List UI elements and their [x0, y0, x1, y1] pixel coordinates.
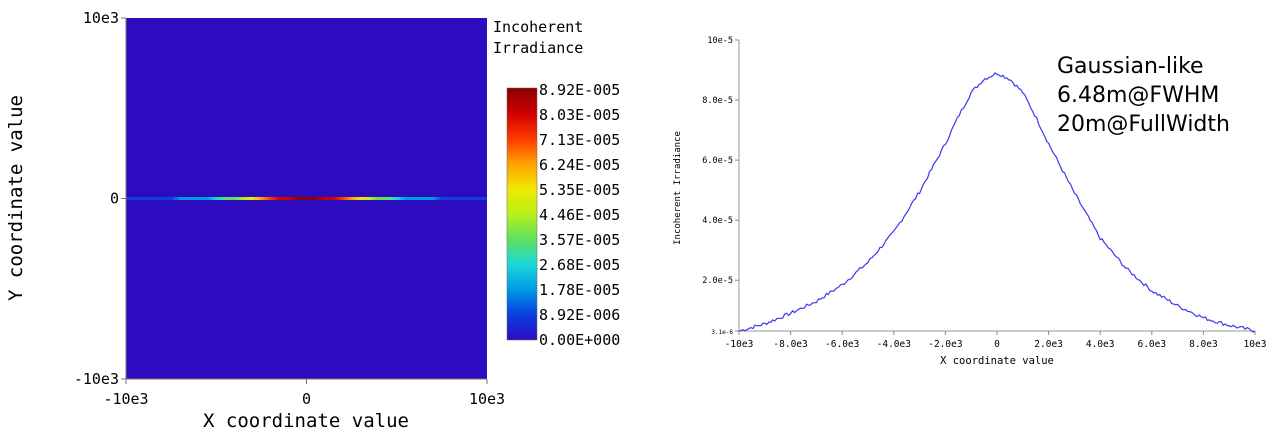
profile-x-tick-label: -2.0e3: [928, 339, 962, 350]
profile-x-tick-label: 6.0e3: [1137, 339, 1166, 350]
map-x-tick-label: 0: [302, 390, 311, 408]
profile-y-axis-label: Incoherent Irradiance: [673, 131, 683, 245]
profile-series-line: [738, 72, 1256, 333]
colorbar-tick-label: 5.35E-005: [539, 181, 620, 199]
profile-x-tick-label: 8.0e3: [1189, 339, 1218, 350]
profile-x-tick-label: 0: [994, 339, 1000, 350]
profile-y-tick-label: 10e-5: [707, 36, 733, 46]
colorbar-tick-label: 8.03E-005: [539, 106, 620, 124]
profile-x-axis-label: X coordinate value: [940, 355, 1054, 367]
profile-x-tick-label: -8.0e3: [773, 339, 807, 350]
irradiance-map-panel: -10e3 0 10e3 10e3 0 -10e3 X coordinate value…: [5, 9, 620, 432]
profile-x-tick-label: -10e3: [725, 339, 754, 350]
profile-y-tick-label: 6.0e-5: [702, 156, 733, 166]
irradiance-profile-panel: -10e3 -8.0e3 -6.0e3 -4.0e3 -2.0e3 0 2.0e3 4.0e3…: [650, 0, 1279, 435]
irradiance-map-chart: -10e3 0 10e3 10e3 0 -10e3 X coordinate value…: [5, 9, 620, 432]
annotation-line3: 20m@FullWidth: [1057, 112, 1230, 137]
map-x-axis-label: X coordinate value: [203, 410, 409, 432]
colorbar-tick-label: 6.24E-005: [539, 156, 620, 174]
annotation-line1: Gaussian-like: [1057, 54, 1204, 79]
colorbar-tick-label: 7.13E-005: [539, 131, 620, 149]
profile-x-tick-label: -6.0e3: [825, 339, 859, 350]
colorbar-tick-label: 3.57E-005: [539, 231, 620, 249]
colorbar-tick-label: 2.68E-005: [539, 256, 620, 274]
map-y-axis-label: Y coordinate value: [5, 95, 27, 301]
colorbar-tick-label: 8.92E-006: [539, 306, 620, 324]
colorbar-tick-label: 0.00E+000: [539, 331, 620, 349]
irradiance-profile-chart: -10e3 -8.0e3 -6.0e3 -4.0e3 -2.0e3 0 2.0e3 4.0e3…: [673, 36, 1267, 367]
profile-y-tick-label: 2.0e-5: [702, 276, 733, 286]
colorbar-title-line2: Irradiance: [493, 39, 583, 57]
profile-x-tick-label: 10e3: [1244, 339, 1267, 350]
colorbar-tick-label: 8.92E-005: [539, 81, 620, 99]
profile-x-tick-label: -4.0e3: [877, 339, 911, 350]
map-y-tick-label: 0: [110, 190, 119, 208]
annotation-line2: 6.48m@FWHM: [1057, 83, 1219, 108]
colorbar-title-line1: Incoherent: [493, 18, 583, 36]
profile-y-tick-label: 4.0e-5: [702, 216, 733, 226]
map-x-tick-label: -10e3: [103, 390, 148, 408]
map-beam-line: [126, 197, 487, 200]
profile-y-tick-label: 8.0e-5: [702, 96, 733, 106]
profile-x-tick-label: 2.0e3: [1034, 339, 1063, 350]
profile-x-tick-label: 4.0e3: [1086, 339, 1115, 350]
colorbar-tick-label: 4.46E-005: [539, 206, 620, 224]
map-x-tick-label: 10e3: [469, 390, 505, 408]
map-y-tick-label: -10e3: [74, 370, 119, 388]
map-y-tick-label: 10e3: [83, 9, 119, 27]
colorbar: [506, 87, 538, 341]
profile-y-tick-label: 3.1e-6: [711, 329, 733, 336]
colorbar-tick-label: 1.78E-005: [539, 281, 620, 299]
